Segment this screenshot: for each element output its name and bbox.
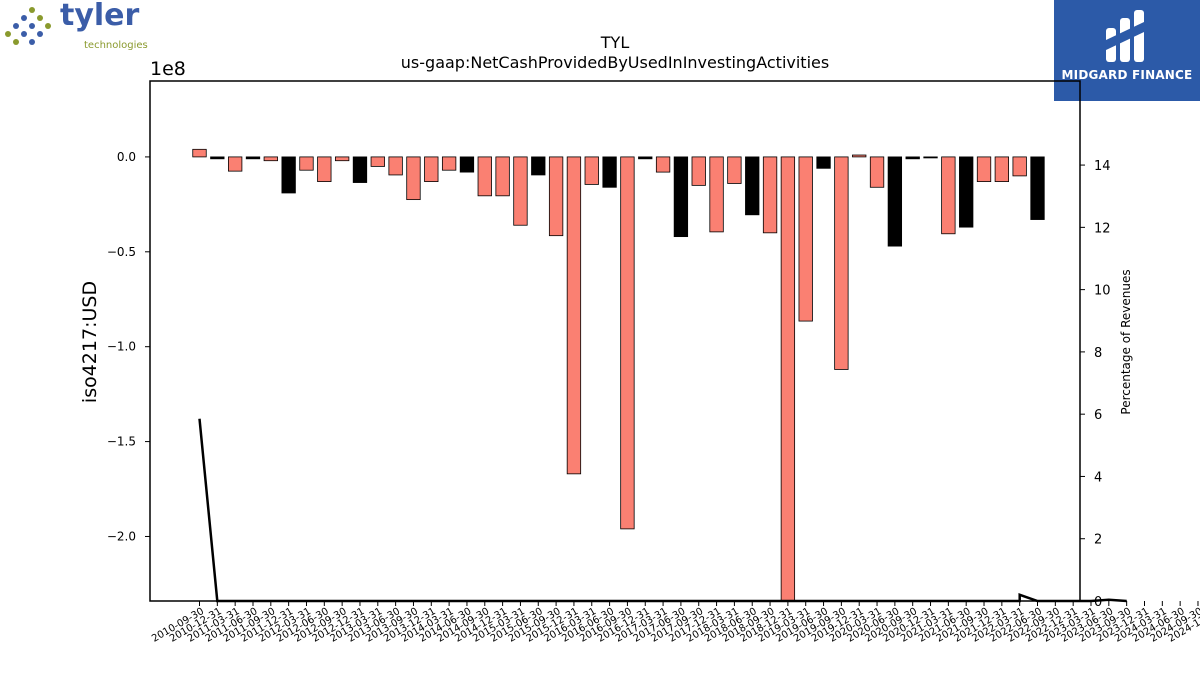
y-tick-label: −0.5 bbox=[107, 245, 136, 259]
bar bbox=[798, 156, 813, 322]
bar bbox=[210, 156, 225, 160]
bar bbox=[691, 156, 706, 186]
tyler-subtitle: technologies bbox=[84, 40, 148, 51]
bar bbox=[727, 156, 742, 184]
bar bbox=[584, 156, 599, 185]
bar bbox=[780, 156, 796, 602]
bar bbox=[513, 156, 528, 226]
tyler-logo: tyler technologies bbox=[4, 0, 148, 58]
bar bbox=[352, 156, 368, 183]
plot-frame bbox=[149, 80, 1081, 602]
bar bbox=[745, 156, 760, 216]
bar bbox=[673, 156, 689, 238]
bar bbox=[638, 156, 653, 160]
tyler-mark-icon bbox=[5, 7, 51, 45]
bar bbox=[228, 156, 243, 172]
bar bbox=[192, 148, 207, 158]
chart-subtitle: us-gaap:NetCashProvidedByUsedInInvesting… bbox=[401, 53, 829, 72]
bar bbox=[709, 156, 724, 233]
bar bbox=[923, 156, 938, 159]
y2-tick-label: 4 bbox=[1094, 470, 1102, 485]
y2-tick-label: 0 bbox=[1094, 595, 1102, 610]
y-tick-label: −1.5 bbox=[107, 435, 136, 449]
bar bbox=[1030, 156, 1045, 220]
y-tick-label: 0.0 bbox=[117, 150, 136, 164]
midgard-mark-icon bbox=[1106, 10, 1144, 62]
bar bbox=[905, 156, 920, 160]
bar bbox=[852, 154, 867, 158]
y2-tick-label: 14 bbox=[1094, 159, 1111, 174]
y2-tick-label: 12 bbox=[1094, 221, 1111, 236]
bar bbox=[317, 156, 332, 182]
bar bbox=[869, 156, 885, 188]
y-offset-label: 1e8 bbox=[150, 58, 186, 80]
bar bbox=[994, 156, 1009, 182]
bar bbox=[602, 156, 617, 188]
y2-tick-label: 6 bbox=[1094, 408, 1102, 423]
bar bbox=[424, 156, 439, 182]
bar bbox=[406, 156, 421, 201]
bar bbox=[620, 156, 635, 530]
bar bbox=[816, 156, 831, 169]
y-axis-label: iso4217:USD bbox=[79, 281, 101, 403]
bar bbox=[531, 156, 546, 176]
bar bbox=[548, 156, 564, 237]
bar bbox=[263, 156, 278, 162]
y2-tick-label: 8 bbox=[1094, 346, 1102, 361]
bar bbox=[388, 156, 403, 176]
bar bbox=[762, 156, 778, 234]
midgard-logo: MIDGARD FINANCE bbox=[1054, 0, 1200, 101]
bar bbox=[477, 156, 492, 197]
bar bbox=[299, 156, 314, 171]
bar bbox=[281, 156, 296, 194]
tyler-wordmark: tyler bbox=[60, 0, 140, 33]
bar bbox=[941, 156, 956, 235]
midgard-label: MIDGARD FINANCE bbox=[1061, 68, 1193, 82]
bar bbox=[334, 156, 350, 162]
bar bbox=[1012, 156, 1027, 177]
y-tick-label: −2.0 bbox=[107, 529, 136, 543]
chart-title: TYL bbox=[600, 33, 630, 52]
bar bbox=[441, 156, 457, 171]
bar bbox=[655, 156, 671, 173]
bar bbox=[887, 156, 903, 247]
bar bbox=[459, 156, 475, 173]
bar bbox=[245, 156, 261, 160]
bar bbox=[959, 156, 974, 228]
bar bbox=[566, 156, 582, 475]
percentage-line bbox=[198, 418, 1127, 603]
bar bbox=[370, 156, 385, 167]
bar bbox=[976, 156, 992, 182]
y2-axis-label: Percentage of Revenues bbox=[1119, 269, 1133, 414]
bar bbox=[834, 156, 849, 370]
y2-tick-label: 2 bbox=[1094, 533, 1102, 548]
y-tick-label: −1.0 bbox=[107, 340, 136, 354]
bar bbox=[495, 156, 510, 197]
y2-tick-label: 10 bbox=[1094, 284, 1111, 299]
